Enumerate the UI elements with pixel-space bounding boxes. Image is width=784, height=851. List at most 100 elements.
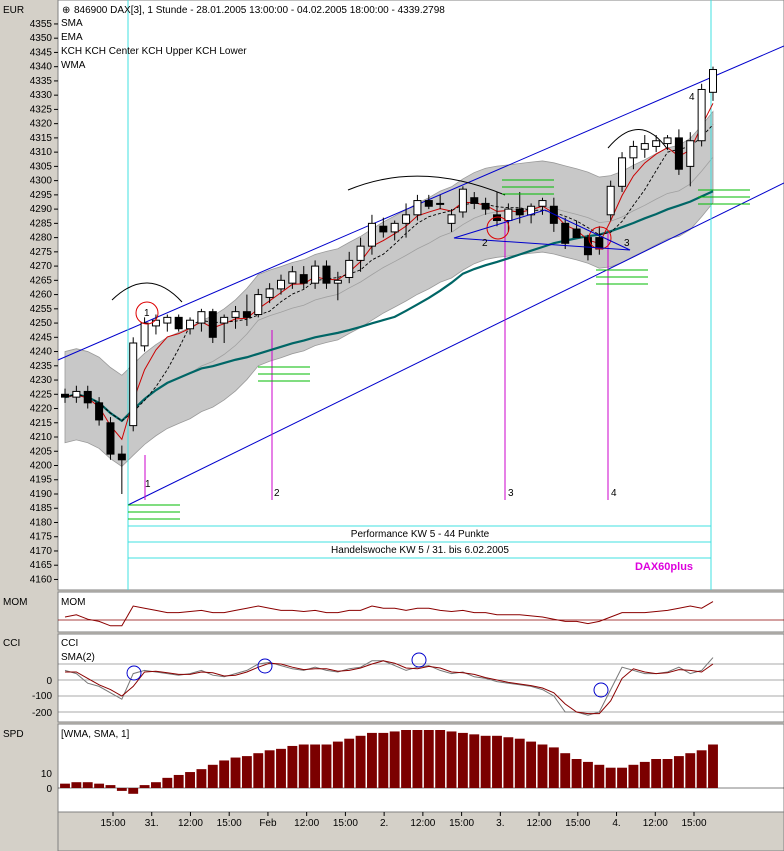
spd-bar <box>685 753 696 788</box>
candle-body <box>208 311 217 338</box>
spd-bar <box>128 788 139 794</box>
mom-indicator-label: MOM <box>61 597 85 608</box>
spd-bar <box>276 748 286 788</box>
candle-body <box>652 140 661 147</box>
candle-body <box>424 200 433 207</box>
time-axis-labels: 15:00 31. 12:00 15:00 Feb 12:00 15:00 2. 12:00 15… <box>100 812 707 829</box>
spd-bar <box>151 782 161 788</box>
spd-bar <box>423 730 434 788</box>
candle-body <box>83 390 92 404</box>
y-tick-label: 4260 <box>30 290 53 301</box>
annotations: 1 2 3 4 1 2 3 4 <box>111 92 750 520</box>
spd-bar <box>389 731 400 788</box>
performance-text: Performance KW 5 - 44 Punkte <box>351 529 490 540</box>
candle-body <box>288 271 297 284</box>
candle-body <box>220 316 229 324</box>
candle-body <box>572 228 581 239</box>
candle-body <box>265 288 274 298</box>
cci-indicator <box>58 652 784 716</box>
spd-bar <box>219 760 230 788</box>
indicator-lines <box>64 103 714 441</box>
candle-body <box>515 208 524 216</box>
cci-line <box>64 657 714 716</box>
candle-body <box>481 202 490 210</box>
cci-signal-circle <box>593 682 609 698</box>
candle-body <box>299 274 308 284</box>
candle-body <box>697 88 706 142</box>
candle-body <box>277 279 285 290</box>
y-tick-label: 4240 <box>30 347 53 358</box>
y-tick-label: 4320 <box>30 119 53 130</box>
y-tick-label: 4330 <box>30 90 53 101</box>
spd-bar <box>548 747 559 788</box>
x-tick-label: 3. <box>496 818 504 829</box>
spd-bar <box>412 730 423 788</box>
candle-body <box>140 322 149 347</box>
x-tick-label: 12:00 <box>643 818 668 829</box>
candle-body <box>72 390 81 398</box>
x-tick-label: 12:00 <box>527 818 552 829</box>
candle-body <box>333 279 342 284</box>
candle-body <box>470 197 479 204</box>
cci-sma-label: SMA(2) <box>61 652 95 663</box>
spd-bar <box>139 785 150 788</box>
y-tick-label: 4200 <box>30 461 53 472</box>
x-tick-label: Feb <box>259 818 277 829</box>
candle-body <box>117 453 126 461</box>
cci-sma-line <box>65 660 714 715</box>
y-tick-label: 4310 <box>30 147 53 158</box>
chart-title: 846900 DAX[3], 1 Stunde - 28.01.2005 13:… <box>74 5 445 16</box>
candle-body <box>311 265 320 284</box>
spd-tick-10: 10 <box>41 769 53 780</box>
y-tick-label: 4255 <box>30 304 53 315</box>
candle-body <box>561 222 570 244</box>
spd-bar <box>173 774 184 788</box>
candle-body <box>379 225 388 233</box>
spd-indicator-label: [WMA, SMA, 1] <box>61 729 130 740</box>
spd-bar <box>241 756 252 788</box>
spd-bar <box>628 764 639 788</box>
spd-bar <box>230 757 241 788</box>
y-tick-label: 4290 <box>30 204 53 215</box>
candle-body <box>95 402 104 421</box>
candle-body <box>390 222 399 233</box>
signal-number: 2 <box>274 488 280 499</box>
wma-line <box>64 124 714 422</box>
cci-tick-100: -100 <box>32 691 52 702</box>
candle-body <box>106 422 115 455</box>
candle-body <box>640 143 649 150</box>
spd-bar <box>185 772 195 788</box>
y-tick-label: 4190 <box>30 489 53 500</box>
y-tick-label: 4300 <box>30 176 53 187</box>
y-tick-label: 4305 <box>30 161 53 172</box>
mom-indicator <box>58 601 784 627</box>
spd-bar <box>537 744 548 788</box>
y-tick-label: 4285 <box>30 218 53 229</box>
pattern-number: 3 <box>624 238 630 249</box>
mom-line <box>64 601 714 627</box>
x-tick-label: 15:00 <box>449 818 474 829</box>
y-tick-label: 4170 <box>30 546 53 557</box>
spd-bar <box>480 735 491 788</box>
cci-indicator-label: CCI <box>61 638 78 649</box>
signal-number: 3 <box>508 488 514 499</box>
highlight-circle <box>135 301 159 325</box>
spd-bar <box>298 744 309 788</box>
signal-number: 4 <box>611 488 617 499</box>
spd-bar <box>594 764 605 788</box>
candle-body <box>583 237 592 256</box>
spd-bar <box>492 735 502 788</box>
cci-signal-circle <box>126 665 142 681</box>
y-tick-label: 4160 <box>30 574 53 585</box>
y-tick-label: 4355 <box>30 19 53 30</box>
price-pane <box>57 0 784 591</box>
y-tick-label: 4345 <box>30 47 53 58</box>
candle-body <box>413 200 422 216</box>
pattern-number: 2 <box>482 238 488 249</box>
keltner-band-area <box>64 110 714 467</box>
spd-bar <box>469 734 480 788</box>
spd-bar <box>514 738 525 788</box>
candle-body <box>174 316 183 330</box>
spd-bar <box>378 732 389 788</box>
spd-bar <box>571 759 582 788</box>
